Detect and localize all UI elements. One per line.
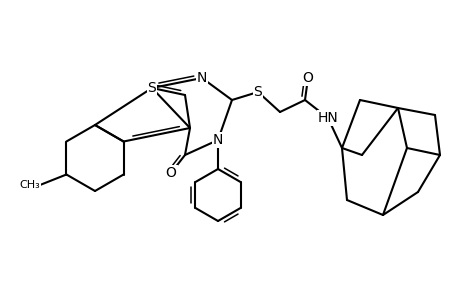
Text: HN: HN [317, 111, 338, 125]
Text: S: S [253, 85, 262, 99]
Text: S: S [147, 81, 156, 95]
Text: O: O [165, 166, 176, 180]
Text: O: O [302, 71, 313, 85]
Text: N: N [196, 71, 207, 85]
Text: N: N [213, 133, 223, 147]
Text: CH₃: CH₃ [19, 180, 40, 190]
